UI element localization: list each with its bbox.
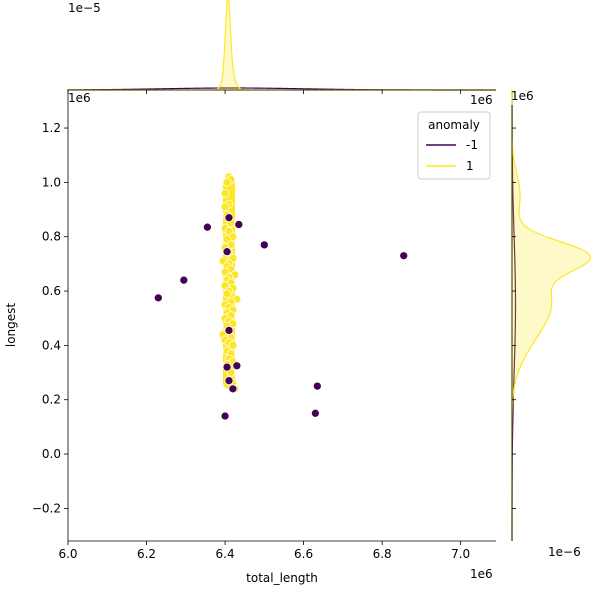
y-axis-title: longest	[4, 303, 18, 348]
x-axis-title: total_length	[246, 571, 318, 585]
scatter-point-anomaly-pos	[222, 178, 232, 187]
y-tick-label: 0.8	[42, 230, 61, 244]
top-right-offset-label: 1e6	[470, 93, 493, 107]
scatter-point-anomaly-neg	[311, 408, 320, 418]
y-tick-label: −0.2	[32, 501, 61, 515]
legend-label-neg: -1	[466, 138, 478, 152]
right-marginal-offset-label: 1e6	[511, 89, 534, 103]
scatter-point-anomaly-neg	[234, 220, 244, 229]
scatter-point-anomaly-neg	[312, 381, 322, 391]
legend: anomaly -1 1	[417, 111, 491, 180]
main-scatter-axes: 6.0 6.2 6.4 6.6 6.8 7.0 −0.2 0.0 0.2 0.4 0.6 0.8 1.…	[4, 90, 516, 585]
scatter-point-anomaly-neg	[228, 384, 238, 394]
scatter-point-anomaly-neg	[224, 213, 234, 223]
scatter-point-anomaly-neg	[399, 251, 409, 261]
top-marginal-plot: 1e−5	[67, 0, 496, 91]
right-marginal-plot: 1e6 1e−6	[511, 89, 592, 559]
y-tick-label: 0.2	[42, 393, 61, 407]
scatter-point-anomaly-neg	[220, 411, 230, 421]
scatter-point-anomaly-neg	[259, 240, 269, 250]
x-tick-label: 6.6	[294, 547, 313, 561]
legend-title: anomaly	[428, 118, 480, 132]
x-tick-label: 6.0	[58, 547, 77, 561]
scatter-point-anomaly-neg	[224, 376, 234, 386]
legend-label-pos: 1	[466, 159, 474, 173]
scatter-point-anomaly-neg	[203, 222, 212, 232]
y-tick-label: 1.0	[42, 175, 61, 189]
x-tick-label: 7.0	[451, 547, 470, 561]
right-marginal-kde-anomaly-pos	[511, 90, 592, 541]
y-tick-label: 1.2	[42, 121, 61, 135]
scatter-point-anomaly-neg	[232, 361, 242, 371]
x-offset-label: 1e6	[470, 567, 493, 581]
scatter-point-anomaly-neg	[222, 247, 232, 257]
x-tick-label: 6.2	[137, 547, 156, 561]
right-marginal-density-offset-label: 1e−6	[548, 545, 581, 559]
scatter-point-anomaly-pos	[222, 289, 232, 299]
scatter-point-anomaly-neg	[224, 326, 234, 335]
scatter-point-anomaly-pos	[220, 188, 230, 198]
y-axis-ticks: −0.2 0.0 0.2 0.4 0.6 0.8 1.0 1.2	[32, 121, 516, 515]
x-tick-label: 6.4	[216, 547, 235, 561]
y-offset-label: 1e6	[68, 91, 91, 105]
y-tick-label: 0.6	[42, 284, 61, 298]
scatter-point-anomaly-pos	[220, 202, 230, 212]
scatter-point-anomaly-neg	[179, 275, 189, 285]
scatter-points	[153, 172, 409, 421]
scatter-point-anomaly-pos	[228, 341, 238, 350]
top-marginal-offset-label: 1e−5	[68, 1, 101, 15]
scatter-point-anomaly-neg	[153, 293, 163, 303]
y-tick-label: 0.4	[42, 338, 61, 352]
x-axis-ticks: 6.0 6.2 6.4 6.6 6.8 7.0	[58, 90, 470, 561]
y-tick-label: 0.0	[42, 447, 61, 461]
scatter-point-anomaly-neg	[222, 362, 232, 372]
x-tick-label: 6.8	[373, 547, 392, 561]
top-marginal-kde-anomaly-pos	[68, 0, 496, 91]
